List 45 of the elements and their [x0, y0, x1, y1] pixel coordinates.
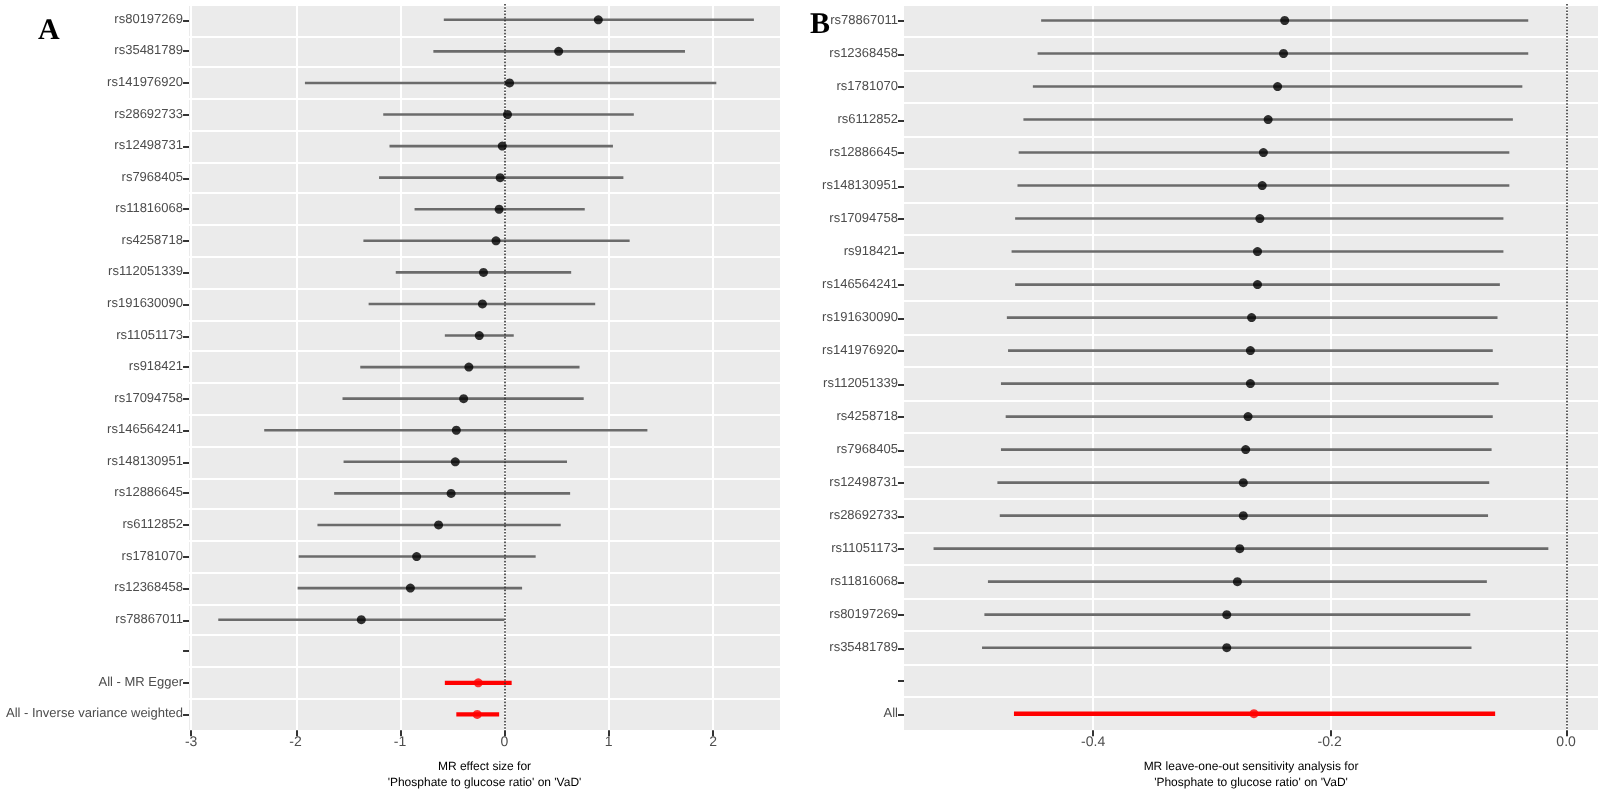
point	[1253, 280, 1262, 290]
point	[1232, 577, 1242, 587]
point	[1273, 82, 1283, 92]
point	[450, 457, 460, 467]
point	[1279, 49, 1289, 59]
point	[1253, 247, 1262, 257]
point	[1243, 412, 1253, 422]
point	[412, 552, 422, 562]
point	[1255, 214, 1265, 224]
point	[1238, 511, 1248, 521]
point	[446, 488, 456, 498]
point	[1245, 379, 1255, 389]
point	[405, 583, 415, 593]
chart-title: A	[38, 15, 60, 47]
point	[494, 204, 504, 214]
point	[1238, 478, 1248, 488]
point	[477, 299, 487, 309]
point	[495, 173, 505, 183]
point	[1245, 346, 1255, 356]
point	[473, 678, 483, 688]
point	[478, 267, 488, 277]
point	[1280, 16, 1290, 25]
point	[474, 331, 484, 341]
point	[505, 78, 515, 88]
point	[1263, 115, 1273, 125]
point	[491, 236, 501, 246]
point	[464, 362, 474, 372]
point	[459, 394, 469, 404]
point	[451, 425, 461, 435]
point	[434, 520, 444, 530]
point	[472, 709, 482, 719]
point	[1247, 313, 1257, 323]
point	[502, 110, 512, 120]
point	[497, 141, 507, 151]
point	[1257, 181, 1267, 191]
point	[1241, 445, 1251, 455]
point	[593, 15, 603, 25]
point	[356, 615, 366, 625]
point	[1258, 148, 1268, 158]
point	[554, 46, 564, 56]
chart-title: B	[810, 9, 831, 41]
point	[1249, 709, 1259, 719]
point	[1235, 544, 1245, 554]
point	[1222, 643, 1232, 653]
point	[1222, 610, 1232, 620]
